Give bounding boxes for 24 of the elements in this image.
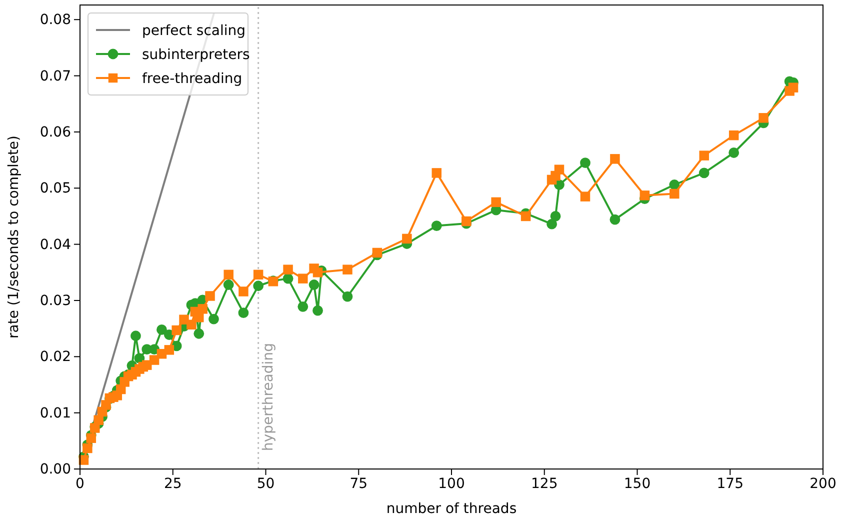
legend-label: free-threading	[142, 71, 242, 87]
y-tick-label: 0.07	[40, 68, 71, 84]
ref-line-label: hyperthreading	[260, 343, 276, 451]
y-tick-label: 0.08	[40, 12, 71, 28]
y-axis-title: rate (1/seconds to complete)	[6, 135, 22, 339]
x-tick-label: 100	[438, 476, 465, 492]
x-tick-label: 150	[624, 476, 651, 492]
y-tick-label: 0.04	[40, 236, 72, 253]
legend-label: perfect scaling	[142, 23, 246, 39]
x-tick-label: 75	[350, 476, 368, 492]
y-tick-label: 0.01	[40, 405, 71, 422]
y-tick-label: 0.03	[40, 292, 71, 309]
y-tick-label: 0.05	[40, 180, 71, 197]
legend-label: subinterpreters	[142, 47, 250, 63]
y-tick-label: 0.06	[40, 124, 72, 140]
x-tick-label: 25	[164, 476, 182, 492]
x-tick-label: 50	[256, 476, 275, 492]
y-tick-label: 0.02	[40, 349, 71, 366]
y-tick-label: 0.00	[40, 461, 71, 478]
x-tick-label: 125	[531, 476, 558, 492]
x-tick-label: 0	[76, 476, 84, 492]
x-tick-label: 200	[810, 476, 836, 492]
x-tick-label: 175	[716, 476, 744, 492]
x-axis-title: number of threads	[386, 501, 517, 517]
